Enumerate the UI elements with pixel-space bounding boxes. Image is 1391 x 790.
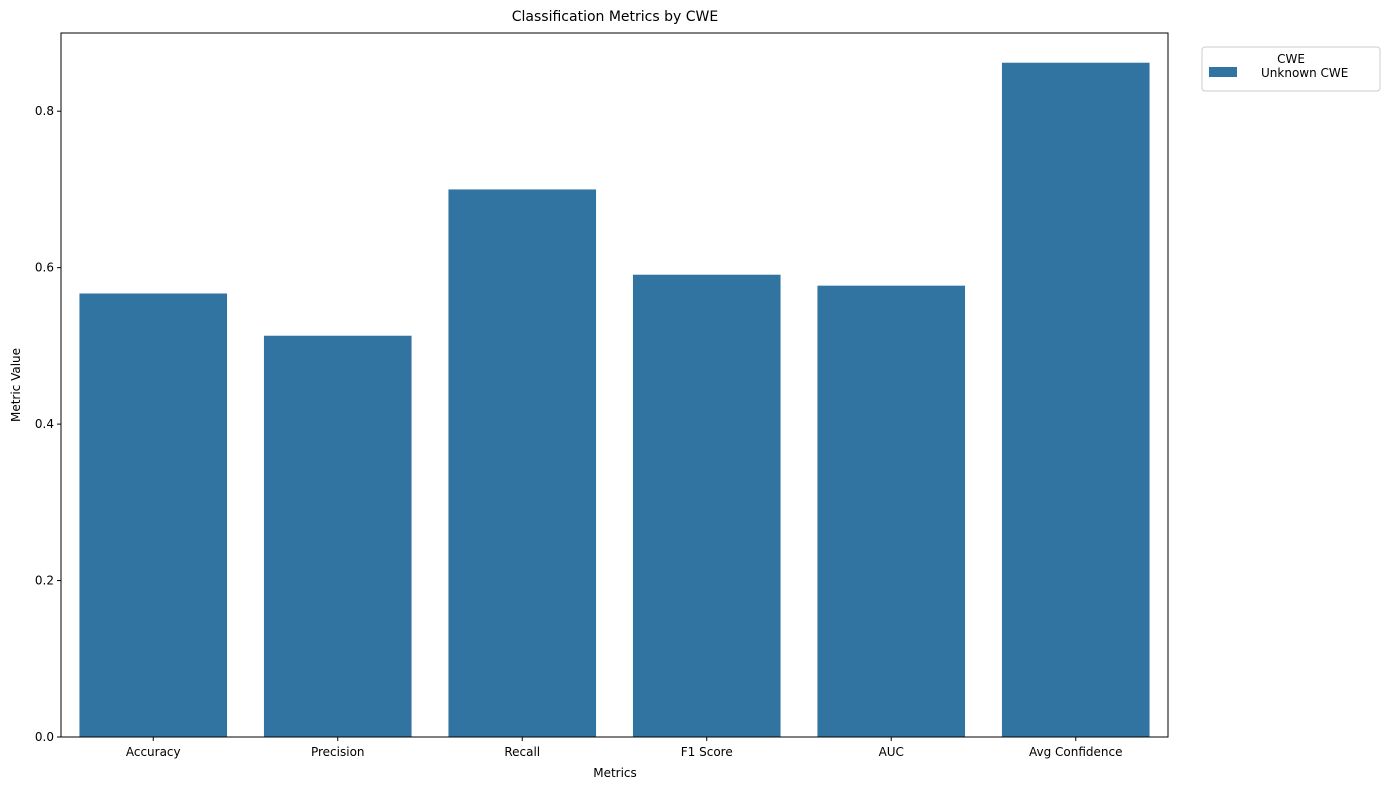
legend-frame	[1201, 46, 1381, 92]
x-tick-label: Accuracy	[126, 745, 181, 759]
x-tick-label: Recall	[504, 745, 540, 759]
y-tick-label: 0.6	[35, 261, 54, 275]
x-tick-label: AUC	[879, 745, 904, 759]
legend-title: CWE	[1277, 52, 1305, 66]
x-tick-label: F1 Score	[681, 745, 733, 759]
y-tick-label: 0.2	[35, 574, 54, 588]
chart-title: Classification Metrics by CWE	[512, 9, 718, 25]
bar-f1-score	[632, 274, 781, 737]
legend: CWE Unknown CWE	[1201, 46, 1381, 92]
x-tick-label: Precision	[311, 745, 365, 759]
bar-avg-confidence	[1001, 62, 1150, 738]
legend-entry-label: Unknown CWE	[1261, 66, 1348, 80]
plot-frame	[60, 32, 1169, 738]
y-axis-ticks: 0.0 0.2 0.4 0.6 0.8	[35, 104, 61, 744]
y-tick-label: 0.4	[35, 417, 54, 431]
y-axis-label: Metric Value	[9, 348, 23, 422]
bar-auc	[817, 285, 966, 737]
x-axis-ticks: Accuracy Precision Recall F1 Score AUC Avg Co…	[126, 737, 1123, 759]
y-tick-label: 0.8	[35, 104, 54, 118]
bar-accuracy	[79, 293, 228, 737]
y-tick-label: 0.0	[35, 730, 54, 744]
bar-recall	[448, 189, 597, 737]
bar-precision	[263, 335, 412, 737]
bars-group	[79, 62, 1150, 738]
x-axis-label: Metrics	[593, 766, 637, 780]
legend-swatch	[1209, 67, 1237, 77]
x-tick-label: Avg Confidence	[1029, 745, 1123, 759]
